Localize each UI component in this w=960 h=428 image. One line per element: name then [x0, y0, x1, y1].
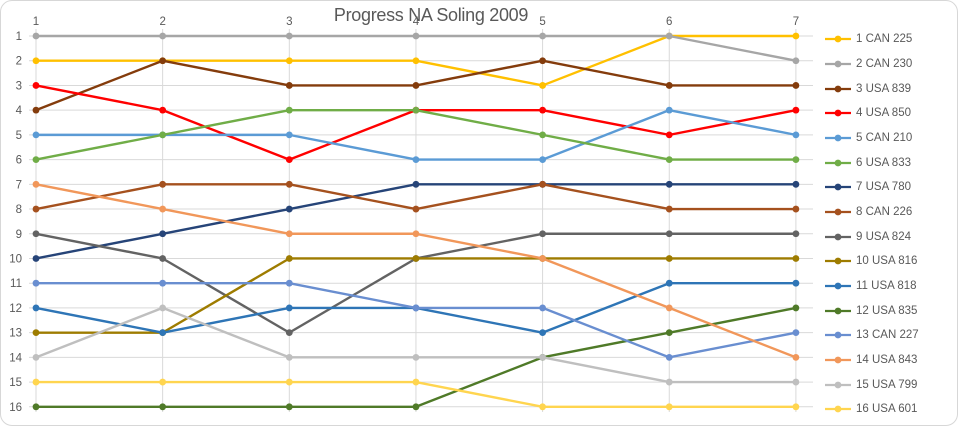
legend-marker-icon — [825, 208, 851, 216]
legend-item: 5 CAN 210 — [825, 126, 957, 151]
legend-item: 9 USA 824 — [825, 224, 957, 249]
series-3-usa-839 — [32, 57, 800, 114]
x-tick-label: 1 — [33, 16, 39, 28]
legend: 1 CAN 225 2 CAN 230 3 USA 839 4 USA 850 5 CA… — [825, 27, 957, 422]
legend-item: 8 CAN 226 — [825, 200, 957, 225]
legend-item: 1 CAN 225 — [825, 27, 957, 52]
legend-item: 12 USA 835 — [825, 298, 957, 323]
legend-marker-icon — [825, 356, 851, 364]
legend-item: 13 CAN 227 — [825, 323, 957, 348]
legend-label: 3 USA 839 — [856, 82, 911, 95]
legend-label: 15 USA 799 — [856, 378, 918, 391]
y-tick-label: 1 — [16, 31, 22, 43]
legend-label: 12 USA 835 — [856, 304, 918, 317]
legend-marker-icon — [825, 331, 851, 339]
legend-marker-icon — [825, 60, 851, 68]
series-13-can-227 — [32, 279, 800, 361]
legend-marker-icon — [825, 35, 851, 43]
legend-label: 11 USA 818 — [856, 280, 917, 293]
legend-label: 8 CAN 226 — [856, 206, 913, 219]
legend-label: 4 USA 850 — [856, 107, 911, 120]
legend-label: 5 CAN 210 — [856, 132, 913, 145]
y-tick-label: 12 — [9, 303, 22, 315]
legend-marker-icon — [825, 233, 851, 241]
legend-item: 4 USA 850 — [825, 101, 957, 126]
y-tick-label: 14 — [9, 352, 22, 364]
legend-label: 7 USA 780 — [856, 181, 911, 194]
y-tick-label: 3 — [16, 80, 22, 92]
legend-label: 2 CAN 230 — [856, 58, 913, 70]
legend-label: 1 CAN 225 — [856, 33, 913, 46]
legend-marker-icon — [825, 307, 851, 315]
legend-item: 6 USA 833 — [825, 150, 957, 175]
series-14-usa-843 — [32, 180, 800, 361]
series-15-usa-799 — [32, 304, 800, 386]
y-tick-label: 16 — [9, 402, 22, 414]
x-tick-label: 5 — [539, 16, 545, 28]
legend-marker-icon — [825, 183, 851, 191]
legend-item: 16 USA 601 — [825, 397, 957, 422]
series-7-usa-780 — [32, 180, 800, 262]
series-2-can-230 — [32, 32, 800, 65]
x-tick-label: 6 — [666, 16, 672, 28]
legend-marker-icon — [825, 381, 851, 389]
y-tick-label: 11 — [10, 278, 22, 290]
legend-item: 2 CAN 230 — [825, 52, 957, 77]
y-tick-label: 7 — [16, 179, 22, 191]
series-8-can-226 — [32, 180, 800, 213]
legend-label: 14 USA 843 — [856, 354, 918, 367]
legend-label: 13 CAN 227 — [856, 329, 919, 342]
x-tick-label: 2 — [159, 16, 165, 28]
legend-marker-icon — [825, 109, 851, 117]
legend-item: 3 USA 839 — [825, 76, 957, 101]
legend-item: 15 USA 799 — [825, 372, 957, 397]
y-tick-label: 15 — [9, 377, 22, 389]
series-lines — [32, 32, 800, 411]
legend-item: 10 USA 816 — [825, 249, 957, 274]
x-tick-label: 7 — [793, 16, 799, 28]
x-tick-label: 3 — [286, 16, 292, 28]
legend-item: 14 USA 843 — [825, 348, 957, 373]
y-tick-label: 4 — [16, 105, 23, 117]
legend-marker-icon — [825, 134, 851, 142]
y-tick-label: 5 — [16, 130, 22, 142]
legend-marker-icon — [825, 406, 851, 413]
legend-marker-icon — [825, 282, 851, 290]
legend-label: 10 USA 816 — [856, 255, 918, 268]
legend-marker-icon — [825, 85, 851, 93]
y-tick-label: 9 — [16, 229, 22, 241]
series-16-usa-601 — [32, 378, 800, 411]
y-tick-label: 8 — [16, 204, 22, 216]
legend-label: 16 USA 601 — [856, 403, 918, 416]
legend-marker-icon — [825, 257, 851, 265]
y-tick-label: 13 — [9, 328, 22, 340]
y-tick-label: 10 — [9, 253, 22, 265]
legend-marker-icon — [825, 159, 851, 167]
series-6-usa-833 — [32, 106, 800, 164]
y-tick-label: 2 — [16, 56, 22, 68]
legend-label: 9 USA 824 — [856, 230, 911, 243]
x-axis-labels: 1 2 3 4 5 6 7 — [33, 16, 799, 28]
legend-item: 7 USA 780 — [825, 175, 957, 200]
legend-item: 11 USA 818 — [825, 274, 957, 299]
legend-label: 6 USA 833 — [856, 156, 911, 169]
x-tick-label: 4 — [413, 16, 420, 28]
y-tick-label: 6 — [16, 155, 22, 167]
